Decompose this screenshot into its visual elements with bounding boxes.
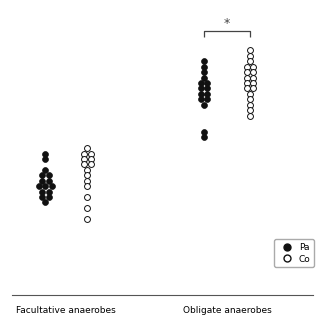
Point: [251, 75, 256, 80]
Point: [43, 167, 48, 172]
Legend: Pa, Co: Pa, Co: [274, 239, 314, 267]
Point: [198, 97, 203, 102]
Point: [244, 75, 249, 80]
Point: [251, 86, 256, 91]
Point: [205, 91, 210, 96]
Point: [43, 156, 48, 162]
Point: [43, 200, 48, 205]
Point: [247, 108, 252, 113]
Point: [244, 86, 249, 91]
Point: [205, 80, 210, 85]
Point: [84, 146, 90, 151]
Point: [81, 162, 86, 167]
Point: [88, 162, 93, 167]
Point: [247, 102, 252, 107]
Point: [202, 69, 207, 75]
Point: [198, 80, 203, 85]
Point: [81, 151, 86, 156]
Point: [202, 75, 207, 80]
Point: [247, 53, 252, 58]
Point: [46, 178, 51, 183]
Point: [198, 91, 203, 96]
Point: [84, 178, 90, 183]
Point: [247, 48, 252, 53]
Point: [202, 129, 207, 134]
Point: [247, 113, 252, 118]
Point: [40, 195, 45, 200]
Point: [202, 64, 207, 69]
Point: [84, 205, 90, 211]
Text: *: *: [224, 17, 230, 30]
Point: [244, 80, 249, 85]
Point: [251, 69, 256, 75]
Point: [247, 91, 252, 96]
Point: [198, 86, 203, 91]
Point: [40, 173, 45, 178]
Point: [205, 86, 210, 91]
Point: [46, 189, 51, 194]
Point: [88, 156, 93, 162]
Point: [46, 195, 51, 200]
Point: [247, 97, 252, 102]
Point: [84, 195, 90, 200]
Point: [205, 97, 210, 102]
Point: [88, 151, 93, 156]
Point: [46, 173, 51, 178]
Point: [40, 189, 45, 194]
Point: [202, 135, 207, 140]
Point: [202, 59, 207, 64]
Point: [202, 102, 207, 107]
Point: [43, 184, 48, 189]
Point: [251, 64, 256, 69]
Point: [84, 167, 90, 172]
Point: [244, 64, 249, 69]
Point: [251, 80, 256, 85]
Point: [247, 59, 252, 64]
Point: [244, 69, 249, 75]
Point: [40, 178, 45, 183]
Point: [84, 216, 90, 221]
Point: [84, 173, 90, 178]
Point: [50, 184, 55, 189]
Point: [36, 184, 41, 189]
Text: Facultative anaerobes: Facultative anaerobes: [16, 306, 116, 315]
Point: [81, 156, 86, 162]
Point: [43, 151, 48, 156]
Text: Obligate anaerobes: Obligate anaerobes: [183, 306, 272, 315]
Point: [84, 184, 90, 189]
